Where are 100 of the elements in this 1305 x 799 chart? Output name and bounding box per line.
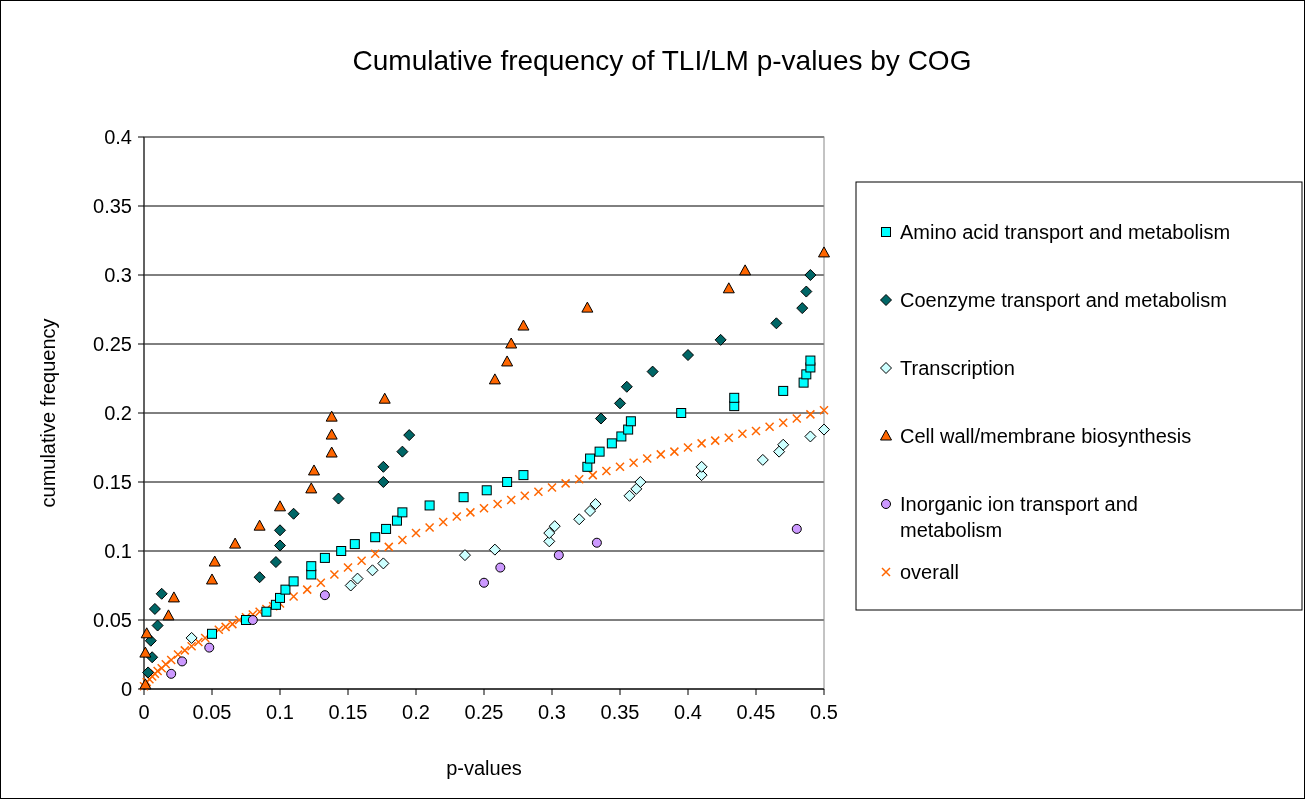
point [177, 656, 188, 667]
point [229, 537, 242, 549]
point [625, 416, 636, 427]
point [274, 524, 286, 537]
point [396, 445, 409, 458]
x-tick-label: 0 [138, 701, 150, 723]
point [739, 264, 752, 276]
point [505, 337, 518, 349]
y-tick-label: 0.4 [104, 126, 132, 148]
point [336, 546, 347, 556]
legend-label: overall [900, 561, 959, 583]
point [798, 377, 809, 388]
point [139, 646, 152, 658]
point [148, 602, 161, 615]
point [682, 349, 694, 362]
x-axis-title: p-values [446, 757, 522, 779]
y-axis-title: cumulative frequency [37, 318, 59, 508]
point [370, 532, 381, 543]
point [253, 519, 266, 531]
point [623, 424, 634, 435]
legend-label: Cell wall/membrane biosynthesis [900, 425, 1192, 447]
point [584, 504, 597, 517]
chart-title: Cumulative frequency of TLI/LM p-values by COG [352, 45, 972, 76]
point [502, 477, 513, 487]
point [378, 392, 391, 404]
y-tick-label: 0.05 [93, 609, 132, 631]
point [804, 269, 817, 281]
point [391, 515, 402, 526]
point [714, 333, 727, 346]
point [166, 668, 177, 679]
x-tick-label: 0.25 [464, 701, 504, 723]
legend-label: Amino acid transport and metabolism [900, 221, 1231, 243]
point [377, 557, 390, 570]
point [646, 365, 659, 378]
x-tick-label: 0.3 [538, 701, 566, 723]
y-tick-label: 0.3 [104, 264, 132, 286]
y-tick-label: 0.2 [104, 402, 132, 424]
point [424, 500, 435, 511]
point [332, 492, 345, 505]
point [142, 666, 155, 679]
point [151, 619, 164, 632]
point [206, 573, 218, 585]
y-tick-label: 0.25 [93, 333, 132, 355]
point [280, 584, 291, 595]
point [623, 489, 636, 502]
point [377, 476, 390, 488]
point [274, 539, 286, 552]
point [247, 615, 258, 625]
point [614, 397, 626, 410]
point [275, 592, 285, 603]
x-tick-label: 0.4 [674, 701, 702, 723]
x-tick-label: 0.05 [192, 701, 232, 723]
point [585, 453, 596, 464]
legend-label: Coenzyme transport and metabolism [900, 289, 1227, 311]
point [325, 428, 338, 440]
point [495, 562, 506, 573]
point [204, 642, 215, 653]
point [488, 373, 501, 385]
x-tick-label: 0.15 [328, 701, 368, 723]
legend-label: Transcription [900, 357, 1015, 379]
point [804, 430, 817, 443]
point [777, 438, 790, 451]
point [397, 507, 408, 518]
point [167, 591, 180, 603]
x-tick-label: 0.45 [736, 701, 776, 723]
point [543, 527, 556, 540]
point [479, 577, 489, 588]
point [488, 543, 501, 556]
point [676, 408, 687, 418]
point [518, 470, 529, 481]
point [287, 507, 300, 520]
point [548, 520, 561, 533]
y-tick-label: 0.35 [93, 195, 132, 217]
point [805, 355, 816, 366]
point [162, 609, 175, 621]
point [185, 631, 198, 644]
point [634, 476, 647, 488]
point [791, 523, 802, 534]
point [325, 446, 338, 458]
point [377, 460, 390, 473]
x-tick-label: 0.2 [402, 701, 430, 723]
point [553, 550, 564, 561]
x-tick-label: 0.5 [810, 701, 838, 723]
point [778, 385, 789, 396]
point [501, 355, 514, 367]
point [695, 469, 708, 482]
point [818, 423, 830, 436]
point [591, 537, 602, 548]
point [344, 579, 357, 592]
point [773, 445, 786, 458]
point [594, 446, 605, 457]
point [403, 429, 416, 442]
point [517, 319, 530, 331]
point [208, 555, 221, 567]
x-tick-label: 0.35 [600, 701, 640, 723]
point [695, 460, 708, 473]
point [319, 552, 330, 563]
legend-label: Inorganic ion transport and metabolism [900, 493, 1138, 541]
point [722, 282, 735, 294]
point [729, 392, 740, 403]
